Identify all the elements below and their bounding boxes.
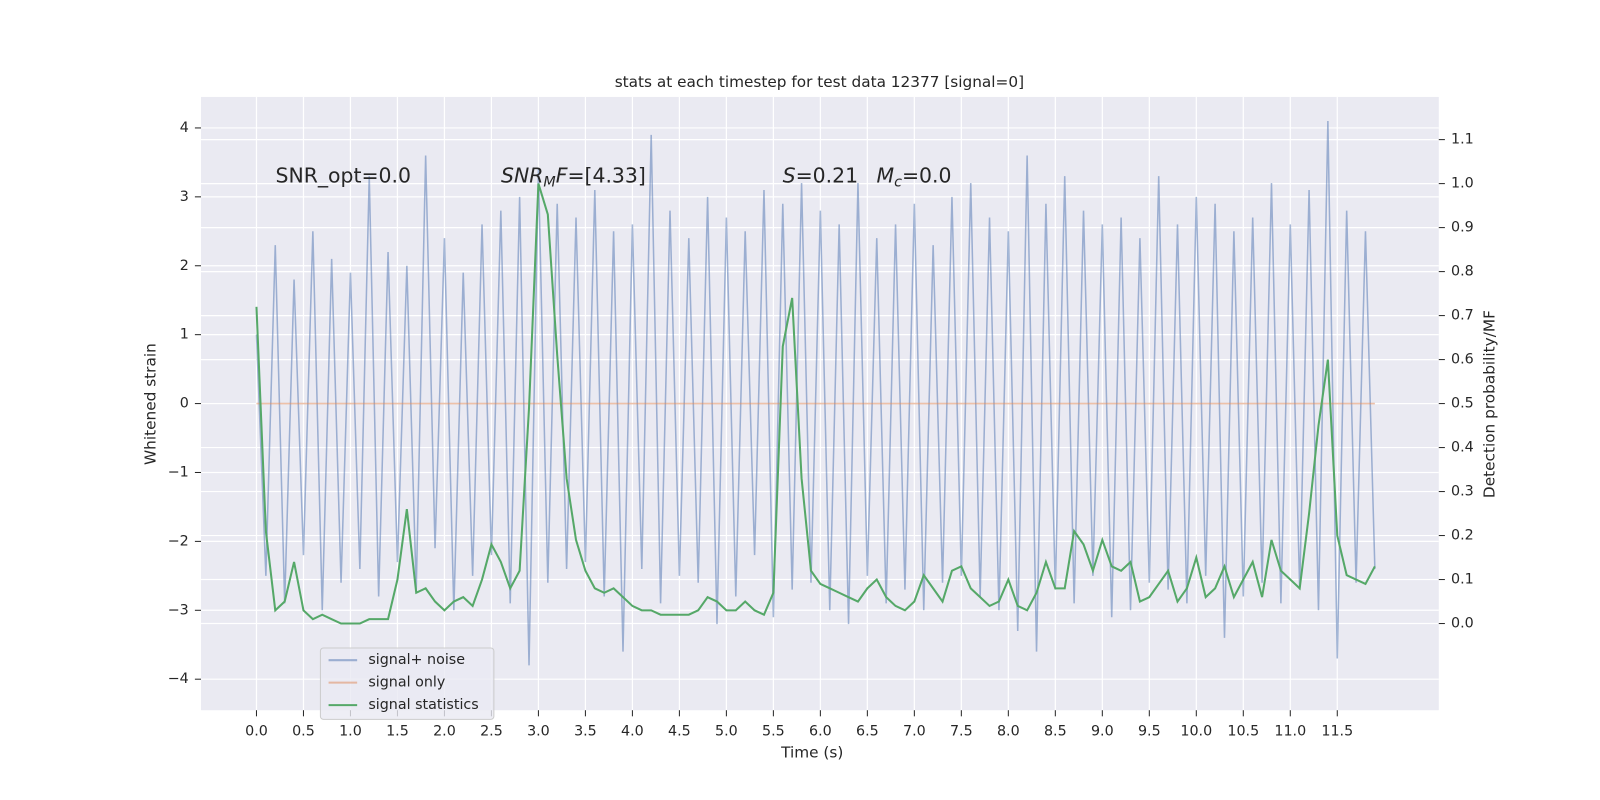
- x-tick-label: 0.0: [245, 724, 268, 740]
- annotation-part: F: [556, 164, 568, 188]
- y2-tick-label: 0.9: [1451, 220, 1474, 236]
- y-axis-label: Whitened strain: [142, 343, 160, 465]
- annotation-part: =[4.33]: [567, 164, 645, 188]
- chart-title: stats at each timestep for test data 123…: [615, 73, 1024, 91]
- y2-tick-label: 0.7: [1451, 308, 1474, 324]
- x-tick-label: 7.5: [950, 724, 973, 740]
- y-tick-label: 1: [180, 327, 189, 343]
- annotation: SNRMF=[4.33]: [501, 164, 646, 191]
- x-tick-label: 3.5: [574, 724, 597, 740]
- annotation: SNR_opt=0.0: [276, 164, 412, 189]
- y2-tick-label: 0.5: [1451, 396, 1474, 412]
- x-tick-label: 9.5: [1138, 724, 1161, 740]
- series-line: [255, 183, 1376, 625]
- x-tick-label: 5.0: [715, 724, 738, 740]
- x-tick-label: 7.0: [903, 724, 926, 740]
- y2-tick-label: 1.1: [1451, 132, 1474, 148]
- axes: 0.0 0.5 1.0 1.5 2.0 2.5 3.0 3.5 4.0 4.5 5.0 5.5 6.0 6…: [168, 120, 1474, 740]
- y2-tick-label: 0.6: [1451, 352, 1474, 368]
- annotation: Mc=0.0: [877, 164, 952, 191]
- annotation-part: S: [783, 164, 796, 188]
- x-tick-label: 11.0: [1274, 724, 1306, 740]
- x-axis-label: Time (s): [780, 744, 843, 762]
- y-tick-label: 0: [180, 396, 189, 412]
- marks: [255, 121, 1376, 666]
- y2-tick-label: 1.0: [1451, 176, 1474, 192]
- x-tick-label: 3.0: [527, 724, 550, 740]
- x-tick-label: 6.5: [856, 724, 879, 740]
- y-tick-label: 4: [180, 120, 189, 136]
- annotation-part: =0.21: [796, 164, 859, 188]
- x-tick-label: 1.5: [386, 724, 409, 740]
- annotation-part: SNR: [501, 164, 543, 188]
- y-tick-label: 2: [180, 258, 189, 274]
- legend-box: [319, 647, 495, 720]
- legend-label: signal+ noise: [368, 652, 465, 668]
- x-tick-label: 8.0: [997, 724, 1020, 740]
- y-tick-label: −1: [168, 464, 189, 480]
- y-tick-label: 3: [180, 189, 189, 205]
- legend: signal+ noise signal only signal statistic…: [319, 647, 495, 720]
- x-tick-label: 4.5: [668, 724, 691, 740]
- y2-tick-label: 0.1: [1451, 572, 1474, 588]
- legend-label: signal only: [368, 675, 445, 691]
- y2-tick-label: 0.3: [1451, 484, 1474, 500]
- x-tick-label: 11.5: [1321, 724, 1353, 740]
- x-tick-label: 10.5: [1227, 724, 1259, 740]
- x-tick-label: 2.5: [480, 724, 503, 740]
- x-tick-label: 5.5: [762, 724, 785, 740]
- annotation-part: =0.0: [902, 164, 952, 188]
- annotation-part: M: [877, 164, 895, 188]
- y-tick-label: −2: [168, 533, 189, 549]
- y2-axis-label: Detection probability/MF: [1480, 310, 1498, 498]
- annotation-part: SNR_opt=0.0: [276, 164, 412, 189]
- series-line: [255, 121, 1376, 666]
- y-tick-label: −4: [168, 671, 189, 687]
- x-tick-label: 0.5: [292, 724, 315, 740]
- x-tick-label: 9.0: [1091, 724, 1114, 740]
- y2-tick-label: 0.4: [1451, 440, 1474, 456]
- x-tick-label: 6.0: [809, 724, 832, 740]
- legend-label: signal statistics: [368, 697, 478, 713]
- y-tick-label: −3: [168, 602, 189, 618]
- annotation-part: M: [543, 175, 555, 191]
- x-tick-label: 8.5: [1044, 724, 1067, 740]
- x-tick-label: 1.0: [339, 724, 362, 740]
- x-tick-label: 4.0: [621, 724, 644, 740]
- x-tick-label: 10.0: [1180, 724, 1212, 740]
- annotation-part: c: [894, 175, 902, 191]
- y2-tick-label: 0.8: [1451, 264, 1474, 280]
- y2-tick-label: 0.0: [1451, 616, 1474, 632]
- y2-tick-label: 0.2: [1451, 528, 1474, 544]
- x-tick-label: 2.0: [433, 724, 456, 740]
- annotation: S=0.21: [783, 164, 858, 188]
